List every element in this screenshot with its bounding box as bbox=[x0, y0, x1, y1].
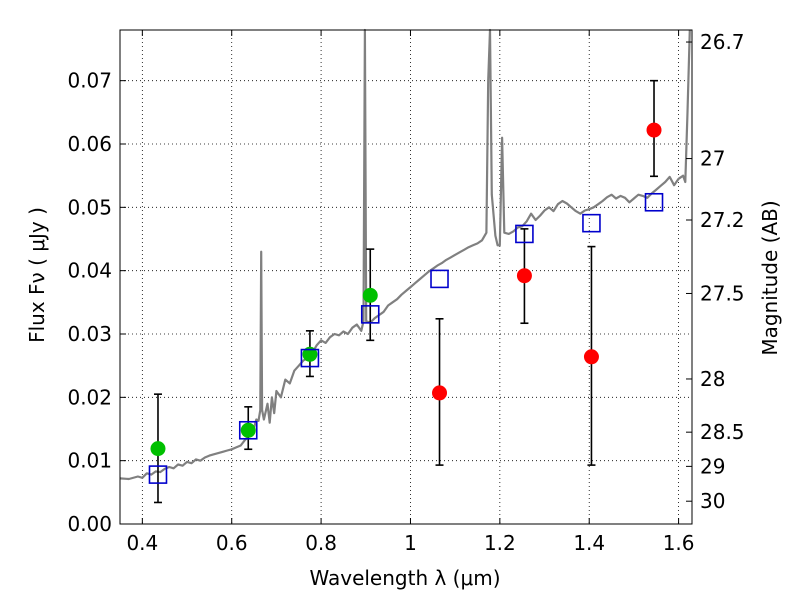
y2-tick-label: 30 bbox=[700, 489, 725, 513]
x-tick-label: 1.6 bbox=[663, 531, 695, 555]
x-tick-label: 0.8 bbox=[305, 531, 337, 555]
data-point bbox=[583, 349, 599, 365]
y2-tick-label: 27.2 bbox=[700, 208, 745, 232]
data-markers bbox=[148, 122, 664, 484]
y-axis-label: Flux Fν ( μJy ) bbox=[25, 207, 49, 343]
data-point bbox=[432, 385, 448, 401]
model-point bbox=[300, 348, 320, 368]
x-tick-label: 0.4 bbox=[126, 531, 158, 555]
x-tick-label: 1.4 bbox=[573, 531, 605, 555]
model-point bbox=[582, 213, 601, 233]
y2-tick-label: 27.5 bbox=[700, 281, 745, 305]
y-tick-label: 0.01 bbox=[67, 449, 112, 473]
plot-frame bbox=[119, 29, 693, 525]
x-tick-label: 0.6 bbox=[216, 531, 248, 555]
y-tick-label: 0.07 bbox=[67, 69, 112, 93]
y-tick-label: 0.06 bbox=[67, 132, 112, 156]
y2-tick-label: 28.5 bbox=[700, 420, 745, 444]
x-tick-label: 1 bbox=[404, 531, 417, 555]
data-point bbox=[362, 287, 378, 303]
model-point bbox=[430, 269, 449, 289]
spectrum bbox=[119, 28, 691, 481]
y-tick-label: 0.04 bbox=[67, 259, 112, 283]
data-point bbox=[302, 346, 318, 362]
y2-tick-label: 27 bbox=[700, 147, 725, 171]
x-axis-label: Wavelength λ (μm) bbox=[309, 566, 500, 590]
model-point bbox=[360, 305, 380, 324]
y2-tick-label: 29 bbox=[700, 454, 725, 478]
y-tick-label: 0.00 bbox=[67, 512, 112, 536]
model-point bbox=[238, 420, 258, 440]
data-point bbox=[516, 268, 532, 284]
model-point bbox=[644, 192, 664, 212]
y-tick-label: 0.05 bbox=[67, 195, 112, 219]
y-tick-label: 0.03 bbox=[67, 322, 112, 346]
model-point bbox=[515, 224, 534, 244]
data-point bbox=[240, 422, 256, 438]
grid bbox=[120, 30, 692, 525]
y2-axis-label: Magnitude (AB) bbox=[758, 200, 782, 355]
model-point bbox=[148, 465, 168, 484]
data-point bbox=[646, 122, 662, 138]
x-tick-label: 1.2 bbox=[484, 531, 516, 555]
ticks: 0.4 0.6 0.8 1 1.2 1.4 1.6 0.00 0.01 0.02 0.03 0.04 0… bbox=[67, 30, 745, 555]
data-point bbox=[150, 441, 166, 457]
y2-tick-label: 26.7 bbox=[700, 30, 745, 54]
model-spectrum-line bbox=[119, 28, 691, 481]
y-tick-label: 0.02 bbox=[67, 385, 112, 409]
y2-tick-label: 28 bbox=[700, 367, 725, 391]
